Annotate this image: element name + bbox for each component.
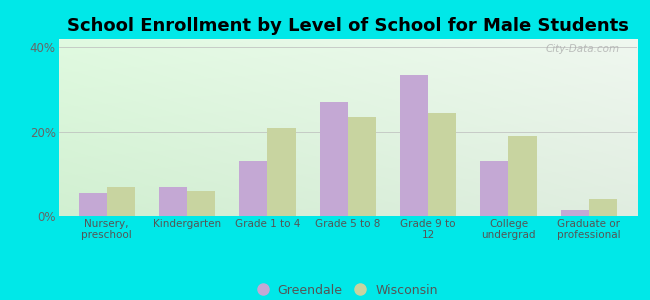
- Bar: [239, 161, 267, 216]
- Bar: [589, 199, 617, 216]
- Bar: [187, 191, 215, 216]
- Bar: [428, 113, 456, 216]
- Text: City-Data.com: City-Data.com: [545, 44, 619, 54]
- Bar: [348, 117, 376, 216]
- Bar: [508, 136, 536, 216]
- Bar: [561, 210, 589, 216]
- Bar: [159, 187, 187, 216]
- Bar: [400, 75, 428, 216]
- Bar: [267, 128, 296, 216]
- Title: School Enrollment by Level of School for Male Students: School Enrollment by Level of School for…: [67, 17, 629, 35]
- Bar: [480, 161, 508, 216]
- Bar: [107, 187, 135, 216]
- Legend: Greendale, Wisconsin: Greendale, Wisconsin: [253, 279, 443, 300]
- Bar: [320, 102, 348, 216]
- Bar: [79, 193, 107, 216]
